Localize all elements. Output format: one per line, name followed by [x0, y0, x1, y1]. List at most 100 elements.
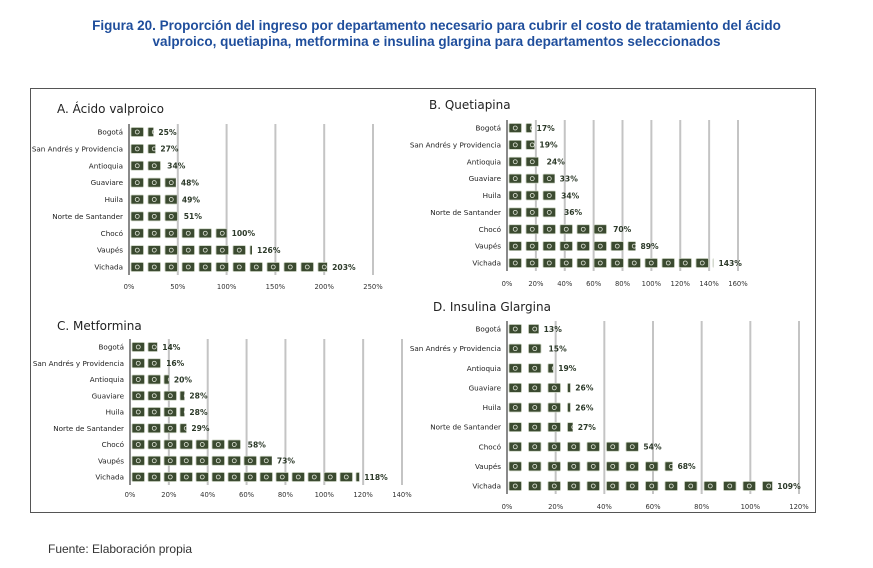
- banknote-body: [542, 258, 556, 268]
- banknote-coin: [529, 142, 535, 148]
- banknote-body: [525, 207, 539, 218]
- banknote-coin: [135, 393, 141, 399]
- banknote-coin: [563, 260, 569, 266]
- banknote-coin: [512, 193, 518, 198]
- banknote-icon: [559, 224, 573, 235]
- pictogram-bar: [131, 455, 272, 466]
- pictogram-bar: [508, 207, 556, 218]
- category-label: Antioquia: [90, 375, 124, 384]
- banknote-icon: [131, 423, 145, 434]
- banknote-coin: [699, 260, 705, 266]
- banknote-coin: [151, 264, 157, 270]
- banknote-body: [593, 258, 607, 268]
- banknote-coin: [135, 458, 141, 464]
- category-label: Norte de Santander: [430, 423, 501, 432]
- banknote-body: [547, 461, 561, 472]
- banknote-icon: [300, 262, 314, 272]
- banknote-icon: [586, 481, 600, 491]
- banknote-icon: [508, 324, 522, 334]
- banknote-body: [249, 245, 252, 256]
- banknote-body: [131, 455, 145, 466]
- banknote-body: [559, 258, 573, 268]
- banknote-body: [525, 224, 539, 235]
- tick-label: 60%: [239, 491, 255, 499]
- banknote-icon: [508, 402, 522, 413]
- banknote-coin: [135, 425, 141, 431]
- banknote-body: [508, 241, 522, 252]
- banknote-coin: [766, 483, 772, 489]
- banknote-coin: [629, 463, 635, 469]
- category-label: Chocó: [479, 442, 501, 451]
- banknote-coin: [215, 442, 221, 447]
- banknote-coin: [532, 385, 538, 391]
- figure-title: Figura 20. Proporción del ingreso por de…: [0, 18, 873, 50]
- banknote-coin: [649, 463, 655, 469]
- banknote-body: [508, 207, 522, 218]
- banknote-body: [703, 481, 717, 491]
- pictogram-bar: [130, 262, 328, 272]
- banknote-body: [586, 461, 600, 472]
- tick-label: 80%: [278, 491, 294, 499]
- banknote-coin: [134, 129, 140, 135]
- value-label: 126%: [257, 246, 281, 255]
- banknote-coin: [610, 444, 616, 450]
- tick-label: 20%: [161, 491, 177, 499]
- banknote-coin: [597, 243, 603, 249]
- tick-label: 250%: [363, 283, 383, 291]
- category-label: Vichada: [472, 482, 501, 491]
- banknote-icon: [547, 422, 561, 433]
- banknote-body: [723, 481, 737, 491]
- banknote-coin: [185, 247, 191, 253]
- banknote-icon: [508, 343, 522, 354]
- tick-label: 80%: [615, 280, 631, 288]
- banknote-icon: [147, 127, 154, 137]
- banknote-icon: [131, 358, 145, 369]
- pictogram-bar: [508, 324, 539, 334]
- category-label: Antioquia: [467, 364, 501, 373]
- banknote-icon: [163, 455, 177, 466]
- banknote-icon: [147, 342, 158, 352]
- banknote-body: [508, 363, 522, 374]
- banknote-coin: [134, 163, 140, 169]
- tick-label: 100%: [642, 280, 662, 288]
- banknote-body: [181, 228, 195, 239]
- banknote-coin: [665, 260, 671, 266]
- pictogram-bar: [131, 374, 169, 385]
- pictogram-bar: [130, 228, 227, 239]
- banknote-icon: [163, 374, 169, 385]
- banknote-icon: [593, 224, 607, 235]
- category-label: San Andrés y Providencia: [32, 144, 123, 153]
- pictogram-bar: [130, 160, 161, 171]
- banknote-coin: [532, 463, 538, 469]
- banknote-icon: [586, 461, 600, 472]
- banknote-coin: [512, 424, 518, 430]
- pictogram-bar: [131, 423, 187, 434]
- banknote-icon: [542, 224, 556, 235]
- banknote-body: [179, 423, 187, 434]
- banknote-coin: [532, 365, 538, 371]
- banknote-coin: [168, 180, 174, 186]
- pictogram-bar: [131, 342, 158, 352]
- banknote-body: [163, 374, 169, 385]
- banknote-coin: [183, 425, 187, 431]
- banknote-body: [567, 402, 571, 413]
- tick-label: 40%: [597, 503, 613, 511]
- banknote-coin: [529, 176, 535, 182]
- banknote-body: [547, 422, 561, 433]
- tick-label: 40%: [557, 280, 573, 288]
- banknote-icon: [508, 173, 522, 184]
- pictogram-bar: [131, 472, 360, 482]
- banknote-coin: [529, 226, 535, 232]
- banknote-body: [508, 422, 522, 433]
- banknote-body: [542, 190, 556, 201]
- banknote-body: [215, 228, 227, 239]
- banknote-body: [508, 481, 522, 491]
- value-label: 26%: [575, 403, 594, 412]
- banknote-body: [198, 245, 212, 256]
- banknote-coin: [512, 159, 518, 165]
- banknote-body: [232, 262, 246, 272]
- banknote-body: [762, 481, 773, 491]
- category-label: Guaviare: [91, 178, 124, 187]
- banknote-coin: [270, 264, 276, 270]
- banknote-body: [130, 177, 144, 188]
